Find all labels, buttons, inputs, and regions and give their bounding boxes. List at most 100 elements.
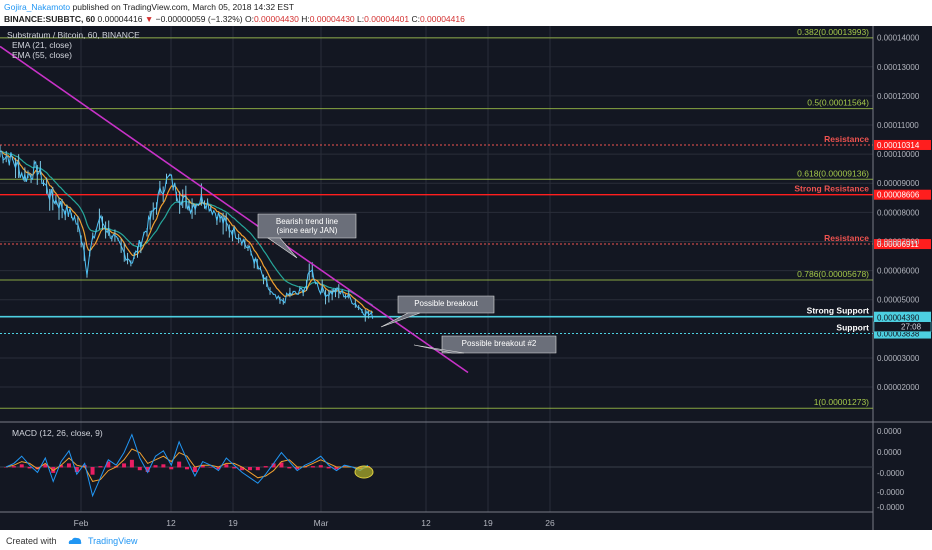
axis-price-badge-text: 0.00010314 <box>877 141 920 150</box>
countdown-text: 27:08 <box>901 323 922 332</box>
macd-hist-bar <box>11 466 16 468</box>
symbol-header: BINANCE:SUBBTC, 60 0.00004416 ▼ −0.00000… <box>4 13 465 25</box>
macd-hist-bar <box>169 467 174 470</box>
price-line <box>0 150 374 319</box>
bearish-trend-line <box>0 45 469 374</box>
macd-y-label: -0.0000 <box>877 488 905 497</box>
axis-price-badge <box>874 328 931 339</box>
macd-hist-bar <box>334 467 339 470</box>
annotation-breakout-1: Possible breakout <box>380 295 495 328</box>
tradingview-logo-icon <box>68 537 82 544</box>
macd-hist-bar <box>192 467 197 472</box>
callout-box <box>441 335 557 354</box>
macd-hist-bar <box>59 465 64 468</box>
close-label: C: <box>411 14 420 24</box>
ema55-legend: EMA (55, close) <box>12 50 72 60</box>
macd-hist-bar <box>153 465 158 468</box>
axis-price-badge <box>874 189 931 200</box>
macd-hist-bar <box>129 459 134 468</box>
macd-hist-bar <box>74 467 79 472</box>
macd-y-label: -0.0000 <box>877 503 905 512</box>
axis-price-badge <box>874 239 931 250</box>
y-tick-label: 0.00013000 <box>877 63 920 72</box>
y-tick-label: 0.00003000 <box>877 354 920 363</box>
macd-line <box>5 433 369 498</box>
level-label: 0.786(0.00005678) <box>797 269 869 279</box>
macd-hist-bar <box>66 463 71 468</box>
macd-hist-bar <box>43 464 48 468</box>
x-tick-label: Feb <box>74 518 89 528</box>
macd-hist-bar <box>310 466 315 468</box>
callout-box <box>257 213 357 239</box>
macd-highlight-marker <box>354 465 374 479</box>
macd-legend: MACD (12, 26, close, 9) <box>12 428 103 438</box>
macd-hist-bar <box>326 467 331 469</box>
annotation-breakout-2: Possible breakout #2 <box>413 335 557 354</box>
macd-hist-bar <box>161 464 166 468</box>
macd-hist-bar <box>82 465 87 468</box>
level-label: 0.618(0.00009136) <box>797 168 869 178</box>
callout-text: Possible breakout #2 <box>462 339 537 348</box>
macd-hist-bar <box>98 466 103 468</box>
macd-hist-bar <box>177 461 182 468</box>
down-arrow-icon: ▼ <box>144 14 154 24</box>
symbol-name[interactable]: BINANCE:SUBBTC, 60 <box>4 14 96 24</box>
macd-y-label: 0.0000 <box>877 448 902 457</box>
ema21-legend: EMA (21, close) <box>12 40 72 50</box>
macd-y-label: 0.0000 <box>877 427 902 436</box>
y-tick-label: 0.00010000 <box>877 150 920 159</box>
macd-hist-bar <box>200 465 205 468</box>
macd-hist-bar <box>122 463 127 468</box>
axis-price-badge-text: 0.00008606 <box>877 191 920 200</box>
last-price: 0.00004416 <box>97 14 143 24</box>
macd-hist-bar <box>247 467 252 471</box>
callout-box <box>397 295 495 314</box>
axis-price-badge <box>874 139 931 150</box>
high-label: H: <box>301 14 310 24</box>
macd-hist-bar <box>185 467 189 470</box>
macd-hist-bar <box>271 463 276 468</box>
level-label: Resistance <box>824 134 869 144</box>
open-value: 0.00004430 <box>253 14 299 24</box>
level-label: Strong Resistance <box>794 184 869 194</box>
callout-text: (since early JAN) <box>277 226 338 235</box>
annotation-bearish: Bearish trend line(since early JAN) <box>257 213 357 259</box>
chart-title: Substratum / Bitcoin, 60, BINANCE <box>7 30 140 40</box>
macd-hist-bar <box>35 467 40 470</box>
open-label: O: <box>244 14 254 24</box>
x-tick-label: 12 <box>421 518 431 528</box>
x-tick-label: 12 <box>166 518 176 528</box>
x-tick-label: 19 <box>483 518 493 528</box>
macd-hist-bar <box>224 464 229 468</box>
chart-svg[interactable]: 0.382(0.00013993) 0.5(0.00011564) Resistan… <box>0 26 932 530</box>
callout-text: Possible breakout <box>414 299 478 308</box>
tradingview-brand[interactable]: TradingView <box>88 536 138 546</box>
macd-y-label: -0.0000 <box>877 469 905 478</box>
price-change: −0.00000059 (−1.32%) <box>155 14 243 24</box>
level-label: 1(0.00001273) <box>814 397 869 407</box>
y-tick-label: 0.00002000 <box>877 383 920 392</box>
macd-hist-bar <box>279 462 284 468</box>
callout-pointer <box>267 237 298 259</box>
macd-hist-bar <box>263 466 268 468</box>
axis-price-badge-text: 0.00006911 <box>877 240 919 249</box>
publish-header: Gojira_Nakamoto published on TradingView… <box>4 1 294 14</box>
macd-hist-bar <box>90 467 95 475</box>
axis-price-badge-text: 0.00004390 <box>877 313 920 322</box>
macd-hist-bar <box>255 467 260 471</box>
low-value: 0.00004401 <box>364 14 410 24</box>
y-tick-label: 0.00008000 <box>877 208 920 217</box>
chart-area[interactable]: 0.382(0.00013993) 0.5(0.00011564) Resistan… <box>0 26 932 530</box>
created-with-text: Created with <box>6 536 57 546</box>
author-link[interactable]: Gojira_Nakamoto <box>4 2 71 12</box>
macd-hist-bar <box>295 467 300 470</box>
macd-hist-bar <box>232 467 237 469</box>
close-value: 0.00004416 <box>419 14 465 24</box>
x-tick-label: 26 <box>545 518 555 528</box>
macd-hist-bar <box>4 467 8 468</box>
axis-price-badge <box>874 312 931 323</box>
callout-pointer <box>413 344 465 354</box>
level-label: 0.5(0.00011564) <box>807 98 869 108</box>
level-label: Support <box>836 323 869 333</box>
